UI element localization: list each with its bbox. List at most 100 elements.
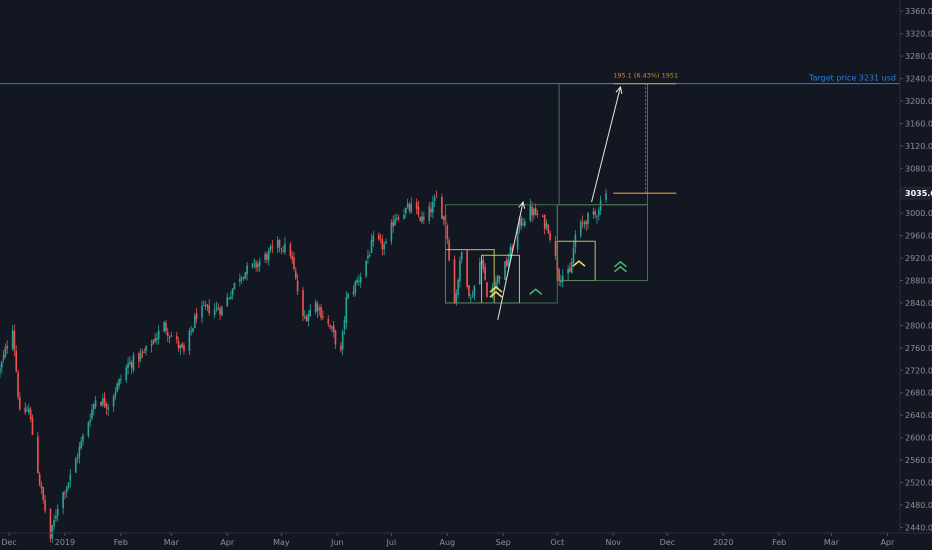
candle-body — [511, 247, 514, 252]
candle-body — [112, 396, 115, 407]
candle-body — [442, 216, 445, 220]
candle — [190, 325, 192, 336]
candle-body — [430, 208, 432, 213]
candle — [534, 203, 537, 216]
candle-body — [42, 487, 45, 500]
candle-body — [419, 216, 422, 221]
candle — [69, 468, 72, 488]
candle-body — [522, 223, 524, 225]
candle-body — [165, 322, 167, 332]
candle-body — [585, 221, 587, 225]
candle-body — [166, 331, 169, 336]
candle — [2, 349, 5, 363]
candle — [17, 369, 19, 401]
candle-body — [446, 225, 449, 240]
y-tick-label: 3240.0 — [905, 75, 932, 84]
candle — [44, 495, 46, 514]
candle-body — [26, 410, 28, 412]
arrow-head — [615, 85, 623, 94]
candle-body — [0, 361, 3, 368]
candle-body — [316, 303, 319, 312]
x-axis[interactable]: Dec 2019 Feb Mar Apr May Jun Jul Aug Sep Oct Nov Dec… — [1, 533, 895, 547]
candle — [345, 291, 348, 330]
yellow-chevron-oct — [572, 260, 586, 267]
chevron-stroke — [489, 286, 503, 293]
candle — [441, 193, 443, 220]
candle — [150, 339, 153, 353]
candle-body — [51, 525, 54, 539]
candle-body — [460, 252, 463, 261]
candle-body — [554, 240, 557, 256]
candle-body — [11, 330, 14, 349]
x-tick-label: Nov — [605, 538, 621, 547]
candle — [231, 288, 234, 300]
candle — [233, 282, 236, 290]
candle — [597, 206, 600, 221]
candle-body — [271, 246, 274, 248]
candle-body — [138, 353, 140, 362]
candle — [329, 323, 331, 330]
candle — [251, 262, 254, 269]
candle-body — [44, 499, 46, 512]
candle — [204, 301, 207, 310]
candle — [143, 348, 146, 354]
candle-body — [354, 281, 357, 293]
candle-body — [78, 446, 81, 458]
candle-body — [495, 281, 497, 289]
candle — [394, 213, 396, 226]
candle — [282, 245, 284, 253]
candle — [356, 277, 358, 285]
candle — [141, 349, 144, 358]
candle-body — [561, 275, 564, 283]
candle — [89, 413, 91, 428]
candle — [581, 215, 584, 229]
candle — [542, 213, 544, 218]
x-tick-label: Dec — [660, 538, 675, 547]
candle — [215, 301, 218, 313]
candle — [484, 263, 486, 281]
candle — [15, 345, 18, 373]
candle-body — [406, 204, 409, 207]
candle-body — [49, 509, 52, 539]
candle-body — [127, 363, 129, 369]
candle-body — [157, 330, 160, 340]
candle-body — [183, 345, 185, 352]
candle — [516, 226, 519, 254]
candle — [605, 188, 607, 203]
candle — [56, 504, 59, 522]
candle-body — [231, 288, 234, 295]
candle-body — [415, 202, 418, 209]
candle — [327, 314, 330, 327]
candle-body — [163, 322, 165, 332]
candle-body — [221, 306, 223, 316]
y-tick-label: 2760.0 — [905, 344, 932, 353]
candle-body — [596, 216, 598, 218]
candle-body — [215, 306, 218, 308]
candle — [221, 305, 223, 317]
candle — [132, 352, 135, 373]
y-tick-label: 3000.0 — [905, 209, 932, 218]
candle — [596, 214, 598, 224]
candle — [11, 325, 14, 351]
candle-body — [114, 392, 117, 397]
candle-body — [177, 341, 180, 349]
y-tick-label: 3280.0 — [905, 52, 932, 61]
candle — [307, 310, 310, 327]
arrow-shaft — [497, 201, 524, 320]
candlestick-series — [0, 188, 607, 543]
candle — [192, 327, 194, 333]
y-tick-label: 2640.0 — [905, 411, 932, 420]
candle — [320, 303, 322, 321]
candle — [64, 490, 66, 500]
candle — [105, 401, 108, 415]
last-price-label: 3035.6 — [905, 189, 932, 198]
candle-body — [403, 214, 405, 220]
candle — [524, 218, 526, 228]
candle — [522, 217, 524, 227]
candle — [309, 304, 312, 317]
candle-body — [469, 297, 472, 299]
candle — [322, 310, 324, 320]
candle — [284, 236, 286, 255]
candle — [468, 285, 470, 299]
